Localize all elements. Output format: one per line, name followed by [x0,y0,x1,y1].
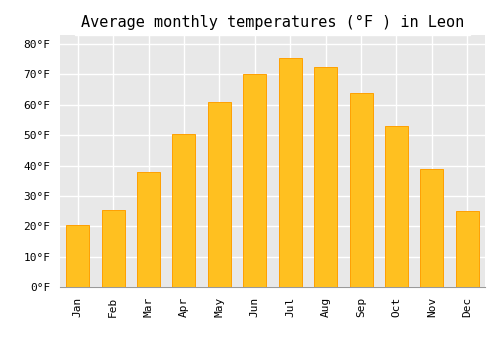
Bar [244,75,266,287]
Bar [66,225,89,287]
Bar [314,67,337,287]
Bar [208,102,231,287]
Bar [420,169,444,287]
Bar [385,126,408,287]
Bar [172,134,196,287]
Bar [137,172,160,287]
Bar [102,210,124,287]
Bar [350,93,372,287]
Title: Average monthly temperatures (°F ) in Leon: Average monthly temperatures (°F ) in Le… [81,15,464,30]
Bar [278,58,301,287]
Bar [456,211,479,287]
